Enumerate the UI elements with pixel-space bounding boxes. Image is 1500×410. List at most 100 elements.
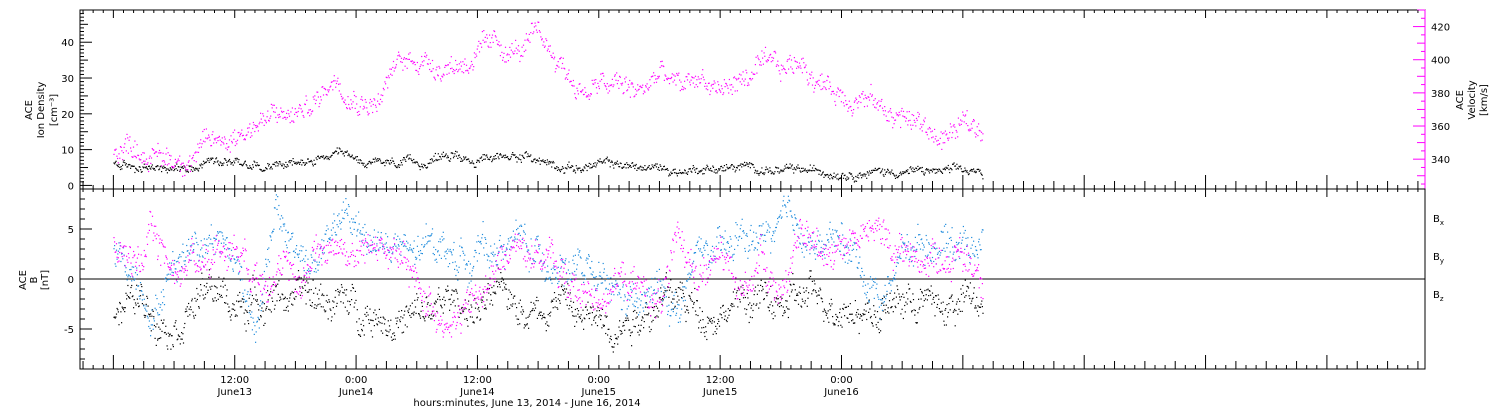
velocity-point — [373, 98, 375, 100]
b-bx-point — [814, 290, 817, 292]
b-bx-point — [288, 300, 290, 302]
velocity-point — [905, 117, 907, 119]
b-by-point — [317, 269, 319, 271]
velocity-point — [569, 81, 571, 83]
b-by-point — [431, 228, 434, 230]
b-by-point — [122, 258, 124, 260]
b-bx-point — [268, 293, 271, 295]
b-bx-point — [679, 287, 681, 289]
density-point — [659, 164, 661, 166]
density-point — [307, 158, 309, 160]
b-bx-point — [298, 277, 300, 279]
density-point — [499, 153, 501, 155]
b-by-point — [316, 261, 318, 263]
b-by-point — [363, 234, 365, 236]
b-bx-point — [930, 294, 932, 296]
velocity-point — [791, 68, 793, 70]
b-bx-point — [629, 335, 631, 337]
b-by-point — [345, 198, 347, 200]
density-point — [835, 176, 837, 178]
density-point — [358, 159, 360, 161]
velocity-point — [674, 75, 676, 77]
velocity-point — [630, 83, 632, 85]
velocity-point — [722, 93, 724, 96]
b-bx-point — [186, 306, 188, 308]
b-bx-point — [172, 344, 174, 346]
b-by-point — [187, 250, 189, 252]
density-point — [853, 177, 855, 179]
velocity-point — [860, 101, 862, 104]
density-point — [400, 162, 403, 164]
velocity-point — [470, 60, 473, 63]
b-bx-point — [241, 306, 243, 308]
b-bx-point — [217, 293, 219, 295]
velocity-point — [463, 72, 465, 74]
b-bx-point — [450, 303, 452, 306]
density-point — [970, 169, 972, 171]
velocity-point — [230, 135, 232, 137]
density-point — [127, 164, 129, 166]
b-bx-point — [148, 314, 150, 316]
velocity-point — [181, 162, 183, 164]
velocity-point — [336, 80, 338, 82]
density-point — [652, 166, 654, 168]
b-bx-point — [681, 282, 683, 284]
b-bx-point — [364, 307, 367, 309]
b-by-point — [239, 279, 241, 281]
b-bx-point — [892, 311, 894, 313]
density-point — [832, 176, 834, 178]
b-bx-point — [514, 295, 516, 297]
velocity-point — [600, 73, 602, 75]
density-point — [141, 171, 143, 173]
density-point — [722, 167, 724, 169]
b-bx-point — [720, 307, 722, 309]
b-bx-point — [466, 318, 468, 320]
b-by-point — [211, 243, 213, 245]
b-by-point — [193, 243, 195, 245]
b-by-point — [332, 222, 334, 224]
density-point — [800, 171, 802, 173]
b-by-point — [448, 250, 450, 252]
b-bx-point — [839, 308, 841, 310]
top-right-tick-label: 340 — [1431, 155, 1450, 166]
b-bx-point — [440, 305, 442, 307]
velocity-point — [317, 96, 319, 98]
velocity-point — [416, 61, 418, 64]
velocity-point — [628, 86, 630, 88]
b-bx-point — [133, 307, 135, 309]
b-by-point — [263, 278, 265, 280]
density-point — [656, 163, 658, 165]
density-point — [747, 165, 749, 168]
b-bx-point — [261, 307, 263, 309]
b-bx-point — [505, 288, 508, 290]
velocity-point — [541, 39, 543, 41]
density-point — [850, 173, 853, 175]
b-bx-point — [573, 315, 575, 317]
density-point — [239, 163, 241, 165]
b-bx-point — [404, 310, 406, 312]
density-point — [971, 170, 973, 172]
b-by-point — [291, 236, 293, 238]
velocity-point — [840, 89, 842, 91]
b-by-point — [174, 268, 176, 270]
density-point — [392, 160, 394, 162]
velocity-point — [483, 30, 485, 32]
velocity-point — [414, 64, 416, 66]
density-point — [278, 161, 280, 163]
velocity-point — [650, 76, 652, 78]
density-point — [883, 175, 885, 177]
density-point — [616, 160, 618, 162]
density-point — [399, 164, 401, 166]
velocity-point — [461, 71, 463, 73]
b-bx-point — [270, 291, 272, 293]
b-bx-point — [918, 308, 920, 310]
b-bx-point — [978, 306, 980, 308]
b-by-point — [310, 254, 312, 256]
b-bx-point — [975, 307, 977, 309]
b-bx-point — [903, 296, 905, 298]
b-bx-point — [603, 325, 605, 327]
b-bx-point — [210, 276, 212, 278]
b-bx-point — [524, 324, 526, 326]
density-point — [503, 154, 505, 156]
b-bx-point — [559, 300, 561, 302]
